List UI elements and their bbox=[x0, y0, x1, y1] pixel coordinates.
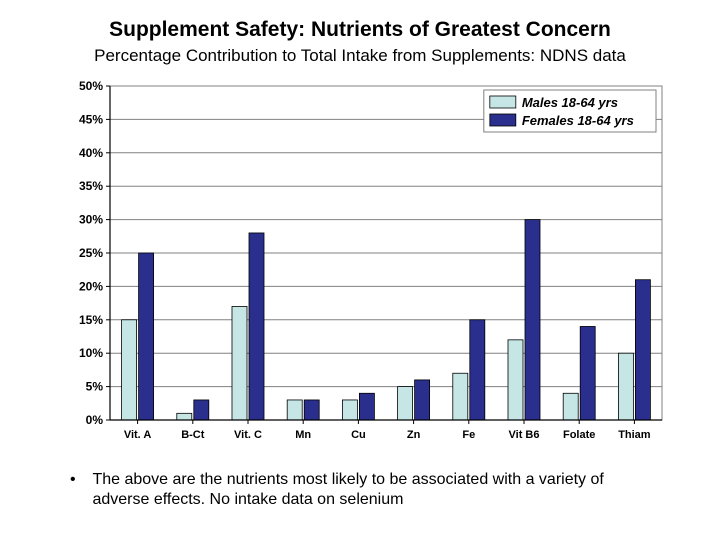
svg-text:30%: 30% bbox=[79, 213, 103, 227]
svg-text:50%: 50% bbox=[79, 80, 103, 93]
slide-title: Supplement Safety: Nutrients of Greatest… bbox=[0, 18, 720, 42]
slide-subtitle: Percentage Contribution to Total Intake … bbox=[0, 46, 720, 66]
bar-chart: 0% 5% 10% 15% 20% 25% 30% 35% 40% 45% 50% Vit. A B-C… bbox=[60, 80, 670, 450]
svg-text:Vit. A: Vit. A bbox=[124, 429, 152, 441]
svg-text:20%: 20% bbox=[79, 279, 103, 293]
bullet-item: • The above are the nutrients most likel… bbox=[70, 470, 670, 510]
svg-text:5%: 5% bbox=[86, 380, 104, 394]
svg-text:35%: 35% bbox=[79, 179, 103, 193]
svg-text:Vit. C: Vit. C bbox=[234, 429, 262, 441]
svg-text:40%: 40% bbox=[79, 146, 103, 160]
svg-text:Zn: Zn bbox=[407, 429, 421, 441]
svg-text:Thiam: Thiam bbox=[618, 429, 651, 441]
chart-container: 0% 5% 10% 15% 20% 25% 30% 35% 40% 45% 50% Vit. A B-C… bbox=[60, 80, 670, 450]
svg-text:Cu: Cu bbox=[351, 429, 366, 441]
svg-text:0%: 0% bbox=[86, 413, 104, 427]
svg-text:Folate: Folate bbox=[563, 429, 595, 441]
svg-text:15%: 15% bbox=[79, 313, 103, 327]
svg-text:B-Ct: B-Ct bbox=[181, 429, 205, 441]
svg-text:45%: 45% bbox=[79, 112, 103, 126]
svg-text:10%: 10% bbox=[79, 346, 103, 360]
bullet-marker: • bbox=[70, 470, 88, 490]
svg-text:Fe: Fe bbox=[462, 429, 475, 441]
bullet-text: The above are the nutrients most likely … bbox=[92, 470, 652, 510]
slide: Supplement Safety: Nutrients of Greatest… bbox=[0, 0, 720, 540]
svg-text:Males 18-64 yrs: Males 18-64 yrs bbox=[522, 95, 618, 110]
svg-text:25%: 25% bbox=[79, 246, 103, 260]
svg-text:Females 18-64 yrs: Females 18-64 yrs bbox=[522, 113, 634, 128]
svg-text:Mn: Mn bbox=[295, 429, 311, 441]
svg-text:Vit B6: Vit B6 bbox=[509, 429, 540, 441]
